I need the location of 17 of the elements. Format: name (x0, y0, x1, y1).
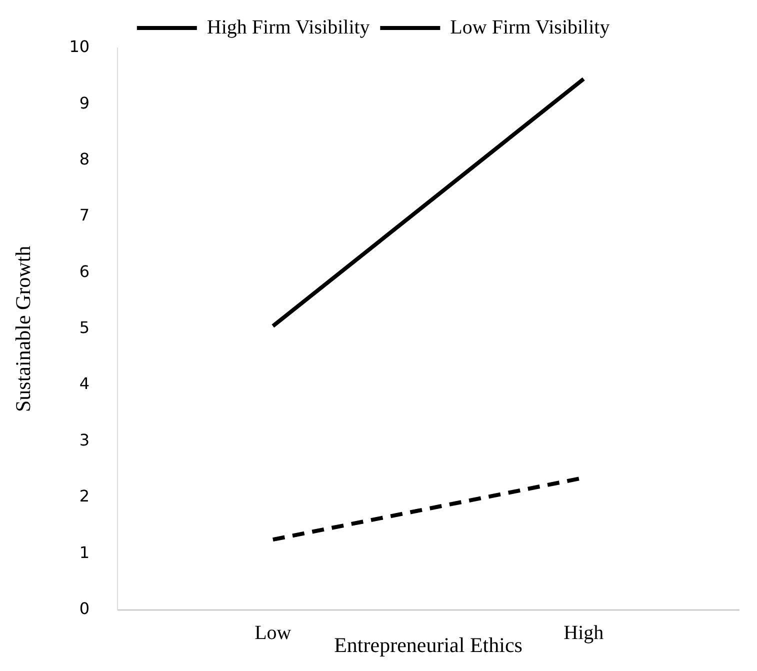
y-tick-label: 4 (79, 374, 90, 394)
y-tick-label: 3 (79, 430, 90, 450)
y-tick-label: 7 (79, 206, 90, 225)
legend-label: High Firm Visibility (206, 16, 370, 38)
y-tick-label: 6 (79, 262, 90, 281)
y-tick-label: 2 (79, 486, 90, 506)
x-axis-title: Entrepreneurial Ethics (334, 632, 522, 657)
y-tick-label: 1 (79, 542, 90, 562)
y-tick-label: 5 (79, 318, 90, 338)
y-tick-label: 10 (69, 37, 90, 56)
x-tick-label: High (564, 622, 604, 644)
y-tick-label: 8 (79, 150, 90, 169)
legend-label: Low Firm Visibility (450, 16, 610, 38)
y-axis-title: Sustainable Growth (11, 245, 36, 412)
y-tick-label: 9 (79, 93, 90, 112)
y-tick-label: 0 (79, 598, 90, 618)
x-tick-label: Low (254, 622, 292, 644)
